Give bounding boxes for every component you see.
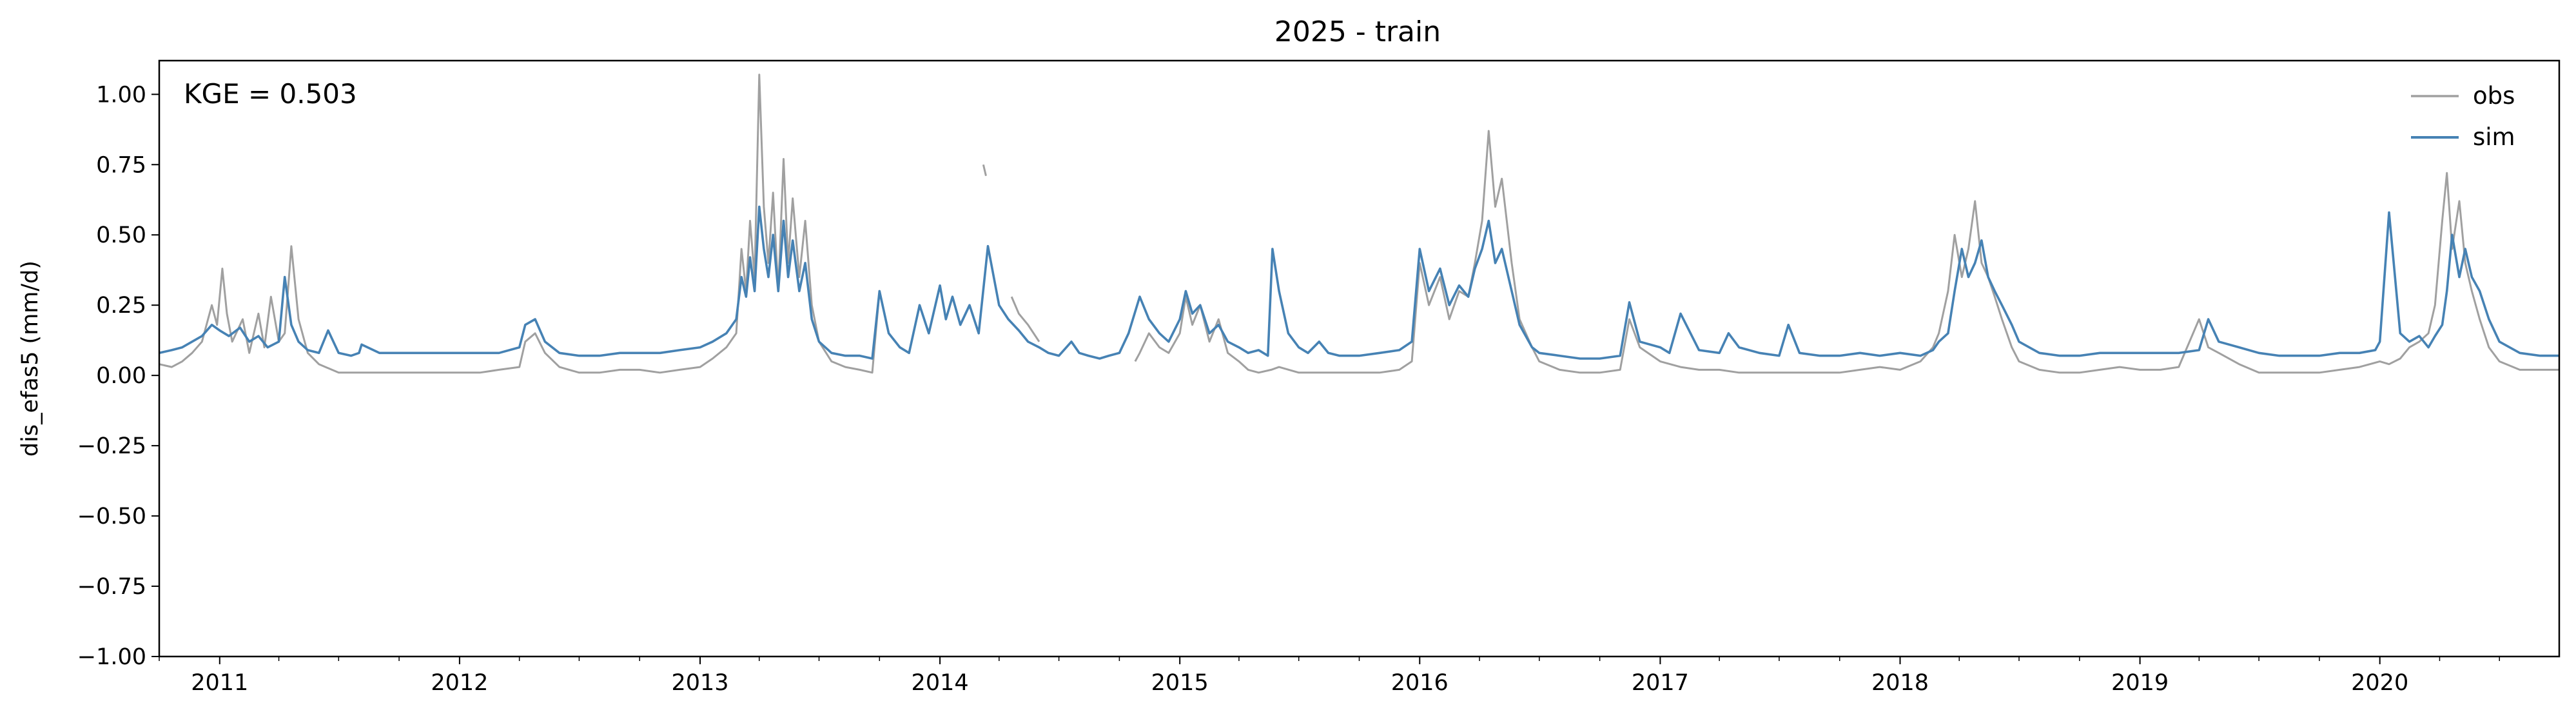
chart-title: 2025 - train bbox=[1274, 15, 1441, 48]
x-tick-label: 2013 bbox=[671, 670, 728, 696]
y-tick-label: 0.50 bbox=[96, 222, 146, 248]
x-tick-label: 2019 bbox=[2111, 670, 2169, 696]
series-obs bbox=[159, 74, 2559, 374]
x-tick-label: 2018 bbox=[1871, 670, 1929, 696]
y-tick-label: −0.75 bbox=[77, 574, 146, 600]
x-tick-label: 2015 bbox=[1151, 670, 1209, 696]
y-tick-label: −0.50 bbox=[77, 504, 146, 529]
series-line-obs bbox=[1134, 130, 2559, 374]
series-line-obs bbox=[1010, 296, 1040, 342]
y-tick-label: 0.25 bbox=[96, 293, 146, 319]
legend: obs sim bbox=[2411, 82, 2515, 151]
x-tick-label: 2016 bbox=[1391, 670, 1449, 696]
x-axis: 2011 2012 2013 2014 2015 2016 2017 2018 2019 2020 bbox=[159, 657, 2500, 696]
series-line-sim bbox=[159, 205, 2559, 360]
x-tick-label: 2020 bbox=[2351, 670, 2408, 696]
y-tick-label: 0.00 bbox=[96, 363, 146, 389]
y-tick-label: −0.25 bbox=[77, 433, 146, 459]
y-axis: −1.00 −0.75 −0.50 −0.25 0.00 0.25 0.50 0.75 1.00 bbox=[77, 82, 159, 670]
series-line-obs bbox=[159, 74, 901, 374]
y-tick-label: 1.00 bbox=[96, 82, 146, 108]
kge-annotation: KGE = 0.503 bbox=[184, 78, 357, 110]
legend-obs-label: obs bbox=[2473, 82, 2515, 110]
x-tick-label: 2017 bbox=[1632, 670, 1689, 696]
y-tick-label: 0.75 bbox=[96, 152, 146, 178]
x-tick-label: 2012 bbox=[431, 670, 488, 696]
x-tick-label: 2011 bbox=[191, 670, 248, 696]
series-sim bbox=[159, 205, 2559, 360]
series-line-obs bbox=[982, 164, 987, 177]
y-tick-label: −1.00 bbox=[77, 644, 146, 670]
y-axis-label: dis_efas5 (mm/d) bbox=[17, 261, 43, 457]
series-layer bbox=[159, 74, 2559, 374]
legend-sim-label: sim bbox=[2473, 123, 2515, 151]
x-tick-label: 2014 bbox=[912, 670, 969, 696]
